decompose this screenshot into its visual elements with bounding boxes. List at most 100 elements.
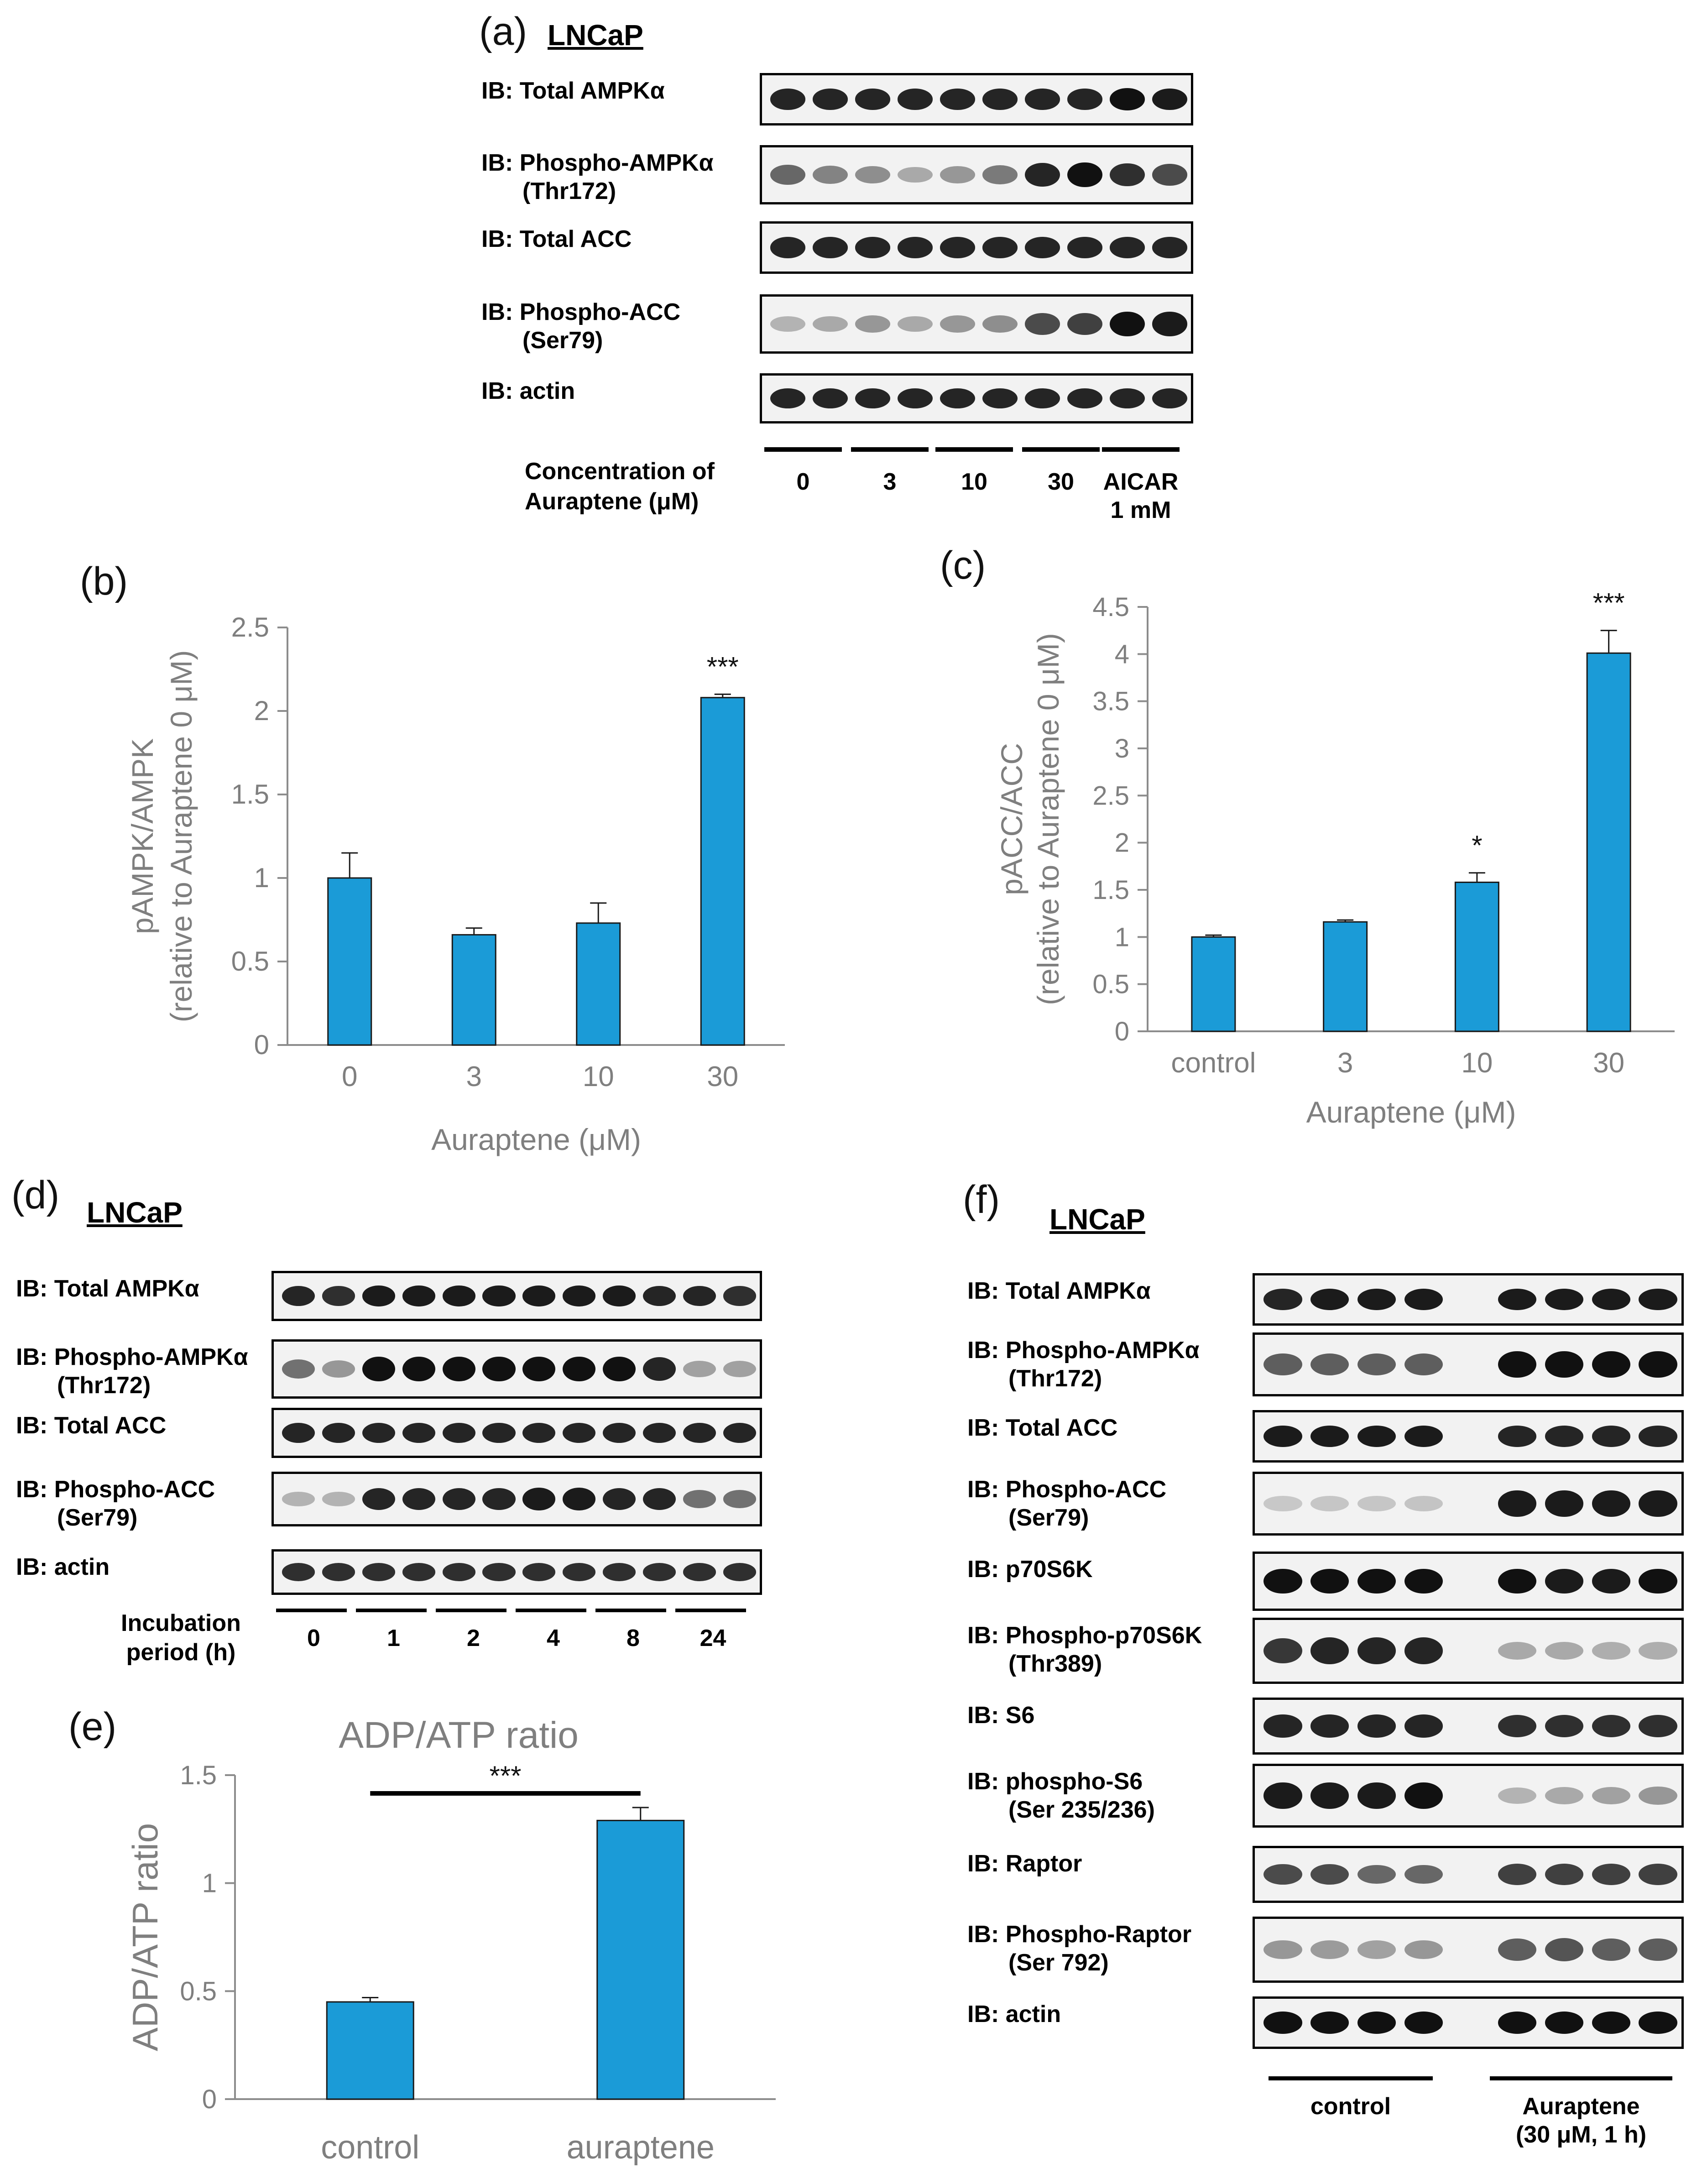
panel-a-ib-label: IB: Phospho-ACC (Ser79): [481, 298, 680, 355]
panel-f-ib-label: IB: Phospho-p70S6K (Thr389): [967, 1621, 1202, 1678]
blot-band: [1110, 237, 1145, 258]
panel-f-ib-label: IB: Phospho-AMPKα (Thr172): [967, 1336, 1200, 1393]
blot-band: [813, 89, 848, 110]
lane-group-label: Auraptene (30 μM, 1 h): [1490, 2092, 1672, 2149]
panel-a-ib-label: IB: Phospho-AMPKα (Thr172): [481, 149, 714, 205]
lane-group-label-line2: 1 mM: [1110, 497, 1171, 523]
panel-d-blot-strip: [271, 1549, 762, 1595]
ib-label-line2: (Thr172): [522, 178, 616, 204]
panel-a-blot-strip: [760, 73, 1193, 125]
blot-band: [563, 1488, 596, 1510]
ib-label-line1: IB: Total ACC: [967, 1415, 1118, 1441]
lane-group-label: 3: [851, 468, 929, 496]
panel-f-label: (f): [963, 1178, 1000, 1222]
blot-band: [683, 1422, 716, 1443]
lane-group-label: 8: [627, 1625, 640, 1651]
panel-f-blot-strip: [1253, 1618, 1684, 1684]
lane-group-label: 0: [764, 468, 842, 496]
y-tick-label: 3.5: [1092, 687, 1129, 716]
blot-band: [770, 89, 805, 110]
blot-band: [1639, 1490, 1677, 1517]
blot-band: [1263, 1782, 1302, 1809]
panel-a-x-title: Concentration of Auraptene (μM): [525, 458, 715, 515]
panel-f-blot-strip: [1253, 1273, 1684, 1326]
x-tick-label: control: [1171, 1047, 1256, 1079]
ib-label-line1: IB: p70S6K: [967, 1556, 1093, 1583]
blot-band: [898, 237, 933, 258]
blot-band: [855, 89, 890, 110]
blot-band: [402, 1285, 435, 1306]
blot-band: [1310, 2012, 1349, 2034]
ib-label-line1: IB: Phospho-AMPKα: [967, 1337, 1200, 1364]
blot-band: [1639, 1864, 1677, 1885]
blot-band: [1639, 1426, 1677, 1447]
blot-band: [282, 1492, 315, 1506]
blot-band: [1110, 88, 1145, 110]
panel-d-ib-label: IB: Phospho-AMPKα (Thr172): [16, 1343, 248, 1400]
lane-group-label: 1: [387, 1625, 400, 1651]
lane-group-label-line1: 10: [961, 469, 987, 495]
significance-marker: *: [1472, 830, 1482, 861]
blot-band: [1263, 1568, 1302, 1594]
ib-label-line1: IB: actin: [16, 1554, 110, 1580]
panel-f-blot-strip: [1253, 1996, 1684, 2049]
chart-c: 0 0.5 1 1.5 2 2.5 3 3.5 4 4.5 control 3 10 * 30 *** Aura…: [995, 588, 1675, 1129]
blot-band: [1639, 1288, 1677, 1311]
blot-band: [1639, 2012, 1677, 2034]
blot-band: [1592, 1715, 1630, 1737]
y-axis-label-line2: (relative to Auraptene 0 μM): [1031, 633, 1065, 1005]
blot-band: [683, 1490, 716, 1508]
blot-band: [603, 1356, 636, 1382]
panel-f-ib-label: IB: Phospho-ACC (Ser79): [967, 1475, 1166, 1532]
panel-d-blot-strip: [271, 1408, 762, 1458]
blot-band: [322, 1286, 355, 1306]
lane-group-line: [1102, 447, 1180, 452]
blot-band: [723, 1286, 757, 1306]
blot-band: [855, 315, 890, 333]
blot-band: [1152, 88, 1187, 110]
lane-group-line: [675, 1609, 746, 1612]
lane-group-label: 30: [1022, 468, 1100, 496]
panel-d-ib-label: IB: actin: [16, 1553, 110, 1581]
lane-group-label: 10: [935, 468, 1013, 496]
blot-band: [282, 1422, 315, 1443]
blot-band: [402, 1563, 435, 1581]
blot-band: [282, 1563, 315, 1581]
blot-band: [1498, 1715, 1537, 1737]
blot-band: [1545, 1864, 1584, 1885]
blot-band: [982, 315, 1018, 333]
panel-f-ib-label: IB: Total ACC: [967, 1414, 1117, 1442]
blot-band: [482, 1356, 516, 1382]
ib-label-line2: (Thr389): [1008, 1651, 1102, 1677]
blot-band: [1404, 1288, 1443, 1311]
blot-band: [940, 388, 975, 409]
blot-band: [522, 1488, 556, 1510]
y-tick-label: 1.5: [231, 779, 269, 810]
ib-label-line2: (Ser 235/236): [1008, 1797, 1155, 1823]
blot-band: [1498, 1288, 1537, 1311]
ib-label-line2: (Ser 792): [1008, 1949, 1109, 1976]
lane-group-line: [1022, 447, 1100, 452]
bar: [326, 2001, 414, 2100]
blot-band: [1025, 237, 1060, 258]
y-tick-label: 0: [1115, 1017, 1129, 1046]
blot-band: [522, 1422, 556, 1443]
panel-f-blot-strip: [1253, 1764, 1684, 1828]
bar: [1323, 921, 1368, 1032]
blot-band: [563, 1356, 596, 1382]
blot-band: [402, 1356, 435, 1382]
blot-band: [1404, 1714, 1443, 1738]
blot-band: [402, 1422, 435, 1443]
ib-label-line1: IB: actin: [967, 2001, 1061, 2027]
chart-b: 0 0.5 1 1.5 2 2.5 0 3 10 30 *** Auraptene (μM) pAMPK…: [125, 612, 785, 1156]
blot-band: [322, 1492, 355, 1506]
blot-band: [1357, 1782, 1396, 1809]
ib-label-line1: IB: Total AMPKα: [16, 1275, 199, 1302]
blot-band: [1025, 162, 1060, 187]
blot-band: [1639, 1642, 1677, 1660]
blot-band: [1545, 1642, 1584, 1660]
panel-d-ib-label: IB: Total ACC: [16, 1411, 166, 1440]
blot-band: [1357, 1865, 1396, 1884]
lane-group-line: [1490, 2076, 1672, 2080]
blot-band: [940, 237, 975, 258]
